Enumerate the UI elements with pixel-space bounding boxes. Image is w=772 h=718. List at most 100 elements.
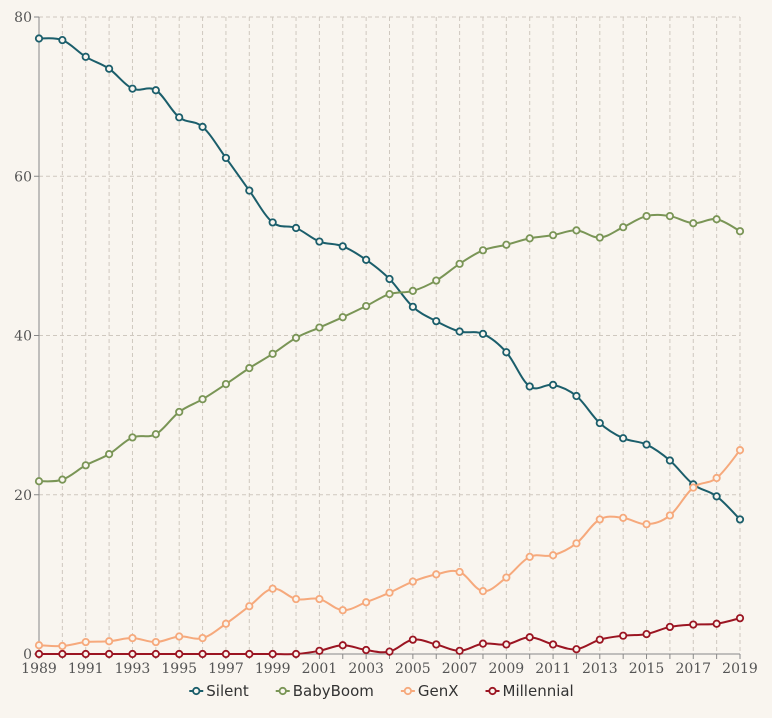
data-point-millennial	[245, 649, 254, 659]
data-point-millennial	[198, 649, 207, 659]
series-silent	[34, 34, 745, 524]
legend-marker-genx	[403, 686, 412, 696]
data-point-silent	[385, 274, 394, 284]
x-tick-label: 2011	[535, 661, 571, 677]
data-point-babyboom	[455, 259, 464, 268]
data-point-genx	[338, 606, 347, 615]
x-tick-label: 1999	[255, 661, 291, 677]
data-point-genx	[408, 577, 417, 586]
data-point-silent	[58, 35, 67, 45]
x-tick-label: 2003	[348, 661, 384, 677]
data-point-millennial	[268, 649, 277, 659]
data-point-millennial	[619, 631, 628, 640]
series-genx	[34, 446, 745, 651]
data-point-babyboom	[198, 395, 207, 404]
data-point-silent	[362, 255, 371, 264]
data-point-silent	[81, 52, 90, 61]
data-point-babyboom	[735, 227, 745, 236]
data-point-babyboom	[712, 215, 721, 224]
data-point-silent	[665, 456, 675, 465]
data-point-babyboom	[689, 219, 698, 228]
data-point-babyboom	[502, 240, 511, 249]
data-point-millennial	[432, 640, 441, 649]
data-point-genx	[432, 570, 441, 579]
data-point-babyboom	[81, 461, 90, 470]
legend-label-millennial: Millennial	[503, 682, 574, 700]
data-point-babyboom	[432, 276, 441, 285]
data-point-millennial	[175, 649, 184, 659]
legend-marker-silent	[192, 686, 201, 696]
data-point-silent	[455, 327, 464, 336]
legend-item-babyboom: BabyBoom	[275, 682, 374, 700]
legend-item-silent: Silent	[189, 682, 249, 700]
data-point-genx	[105, 637, 114, 646]
data-point-genx	[455, 567, 464, 577]
data-point-silent	[712, 492, 721, 501]
data-point-babyboom	[619, 223, 628, 232]
data-point-genx	[502, 573, 511, 582]
data-point-genx	[525, 552, 534, 561]
data-point-millennial	[595, 635, 604, 644]
legend-marker-babyboom	[278, 686, 287, 696]
data-point-babyboom	[151, 430, 160, 439]
x-tick-label: 2001	[302, 661, 338, 677]
y-tick-label: 60	[14, 169, 32, 185]
data-point-silent	[525, 382, 534, 391]
data-point-millennial	[642, 629, 651, 639]
data-point-silent	[619, 434, 628, 443]
data-point-silent	[502, 348, 511, 357]
x-tick-label: 2013	[582, 661, 618, 677]
data-point-silent	[338, 242, 347, 251]
data-point-genx	[619, 513, 628, 522]
data-point-babyboom	[338, 313, 347, 322]
data-point-millennial	[105, 649, 114, 659]
data-point-millennial	[572, 645, 581, 654]
x-tick-label: 1991	[68, 661, 104, 677]
data-point-genx	[245, 602, 254, 611]
data-point-silent	[34, 34, 44, 43]
data-point-genx	[34, 641, 44, 650]
data-point-millennial	[665, 622, 675, 632]
data-point-genx	[81, 637, 90, 647]
x-tick-label: 2005	[395, 661, 431, 677]
data-point-genx	[572, 539, 581, 548]
legend-item-genx: GenX	[400, 682, 459, 700]
data-point-silent	[105, 64, 114, 73]
data-point-babyboom	[105, 450, 114, 459]
data-point-babyboom	[175, 407, 184, 417]
data-point-millennial	[735, 614, 745, 623]
legend-label-genx: GenX	[418, 682, 459, 700]
data-point-silent	[548, 380, 558, 389]
x-tick-label: 2017	[675, 661, 711, 677]
data-point-millennial	[525, 633, 534, 642]
legend-item-millennial: Millennial	[485, 682, 574, 700]
data-point-babyboom	[58, 475, 67, 484]
data-point-millennial	[315, 646, 324, 655]
data-point-babyboom	[408, 286, 417, 296]
data-point-genx	[362, 598, 371, 607]
data-point-babyboom	[478, 246, 488, 255]
data-point-genx	[151, 637, 160, 647]
data-point-babyboom	[548, 231, 558, 240]
data-point-genx	[689, 483, 698, 492]
data-point-babyboom	[595, 233, 604, 242]
data-point-genx	[291, 594, 301, 604]
legend-label-silent: Silent	[206, 682, 249, 700]
data-point-genx	[221, 619, 231, 628]
grid	[38, 16, 741, 654]
y-tick-label: 80	[14, 10, 32, 26]
data-point-babyboom	[362, 301, 371, 311]
data-point-babyboom	[34, 477, 44, 486]
data-point-millennial	[548, 640, 558, 649]
data-point-babyboom	[385, 289, 394, 299]
data-point-silent	[572, 391, 581, 401]
data-point-silent	[221, 153, 231, 163]
data-point-millennial	[128, 649, 137, 659]
y-tick-label: 20	[14, 488, 32, 504]
data-point-genx	[385, 588, 394, 597]
data-point-silent	[245, 186, 254, 195]
data-point-babyboom	[642, 211, 651, 221]
legend: Silent BabyBoom GenX Millennial	[189, 682, 574, 700]
data-point-silent	[291, 223, 301, 233]
